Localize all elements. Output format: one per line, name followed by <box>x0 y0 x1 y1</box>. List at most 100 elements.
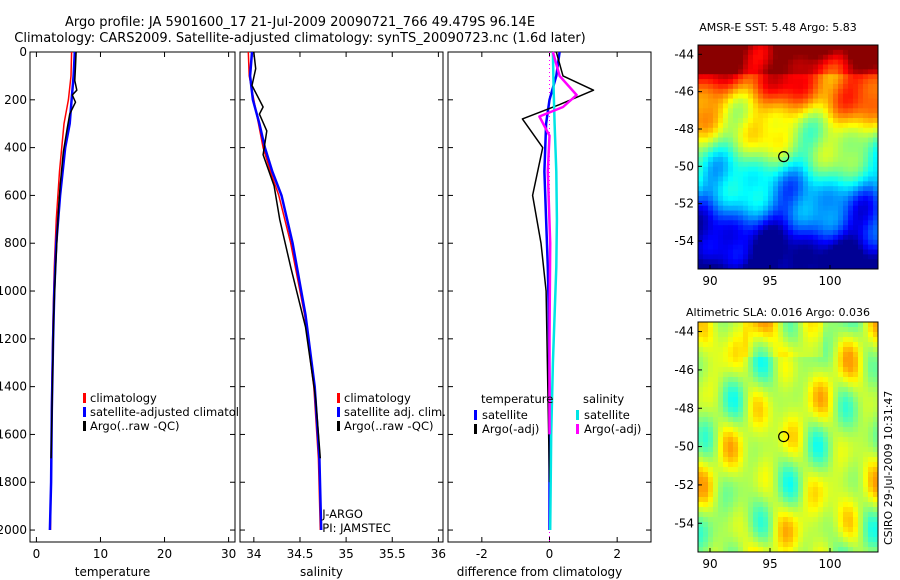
map-cell <box>768 83 774 90</box>
map-cell <box>868 142 874 148</box>
map-cell <box>778 83 784 90</box>
map-cell <box>823 244 829 251</box>
map-cell <box>708 49 714 56</box>
map-cell <box>763 225 769 231</box>
map-cell <box>783 98 789 105</box>
map-cell <box>728 195 734 202</box>
map-cell <box>713 79 719 85</box>
map-y-tick-label: -46 <box>674 363 694 377</box>
map-cell <box>798 457 804 463</box>
map-cell <box>758 59 764 66</box>
map-cell <box>848 186 854 192</box>
map-cell <box>728 537 734 543</box>
map-cell <box>808 166 814 173</box>
map-cell <box>728 191 734 197</box>
map-cell <box>848 517 854 523</box>
y-tick-label: 1600 <box>0 427 27 441</box>
map-cell <box>788 59 794 66</box>
map-cell <box>763 74 769 80</box>
map-cell <box>763 59 769 66</box>
map-cell <box>748 547 754 552</box>
map-x-tick-label: 100 <box>819 557 842 571</box>
map-cell <box>778 537 784 543</box>
map-cell <box>723 447 729 453</box>
map-cell <box>738 64 744 70</box>
map-cell <box>748 412 754 418</box>
map-cell <box>733 437 739 443</box>
map-cell <box>828 332 834 338</box>
map-cell <box>798 225 804 231</box>
map-cell <box>778 74 784 80</box>
map-cell <box>798 113 804 119</box>
map-cell <box>838 467 844 473</box>
map-cell <box>793 527 799 533</box>
map-cell <box>853 477 859 483</box>
y-tick-label: 1400 <box>0 380 27 394</box>
map-cell <box>798 181 804 187</box>
map-cell <box>808 152 814 158</box>
map-cell <box>818 362 824 368</box>
map-cell <box>768 342 774 348</box>
map-cell <box>823 507 829 513</box>
map-cell <box>703 166 709 173</box>
map-cell <box>808 157 814 163</box>
map-cell <box>843 191 849 197</box>
map-cell <box>808 327 814 333</box>
map-cell <box>778 442 784 448</box>
map-cell <box>818 532 824 538</box>
map-cell <box>763 327 769 333</box>
map-cell <box>793 547 799 552</box>
map-cell <box>818 447 824 453</box>
map-cell <box>838 517 844 523</box>
map-cell <box>743 452 749 458</box>
map-cell <box>828 249 834 255</box>
map-cell <box>848 254 854 260</box>
map-cell <box>728 132 734 139</box>
map-cell <box>818 83 824 90</box>
map-cell <box>773 79 779 85</box>
map-cell <box>798 166 804 173</box>
map-cell <box>838 322 844 328</box>
map-cell <box>703 152 709 158</box>
map-cell <box>853 407 859 413</box>
map-cell <box>718 377 724 383</box>
map-cell <box>788 507 794 513</box>
map-cell <box>733 472 739 478</box>
map-cell <box>863 332 869 338</box>
map-cell <box>768 447 774 453</box>
map-cell <box>778 512 784 518</box>
map-cell <box>853 497 859 503</box>
y-tick-label: 600 <box>4 188 27 202</box>
map-cell <box>768 127 774 134</box>
map-cell <box>823 362 829 368</box>
map-cell <box>773 181 779 187</box>
map-cell <box>838 437 844 443</box>
map-cell <box>843 220 849 226</box>
map-cell <box>723 392 729 398</box>
map-cell <box>758 186 764 192</box>
map-cell <box>853 427 859 433</box>
map-cell <box>703 452 709 458</box>
map-cell <box>813 132 819 139</box>
map-cell <box>738 387 744 393</box>
legend-header-temperature: temperature <box>481 392 553 406</box>
map-cell <box>813 205 819 212</box>
map-cell <box>748 83 754 90</box>
map-cell <box>728 88 734 95</box>
map-cell <box>808 181 814 187</box>
map-cell <box>763 54 769 61</box>
map-cell <box>708 337 714 343</box>
map-cell <box>738 407 744 413</box>
map-cell <box>708 127 714 134</box>
map-cell <box>838 191 844 197</box>
map-cell <box>698 230 704 236</box>
map-cell <box>708 122 714 129</box>
map-cell <box>743 457 749 463</box>
map-cell <box>848 497 854 503</box>
map-cell <box>788 352 794 358</box>
map-cell <box>743 249 749 255</box>
map-cell <box>828 45 834 51</box>
map-cell <box>763 347 769 353</box>
map-cell <box>743 147 749 153</box>
map-cell <box>808 382 814 388</box>
